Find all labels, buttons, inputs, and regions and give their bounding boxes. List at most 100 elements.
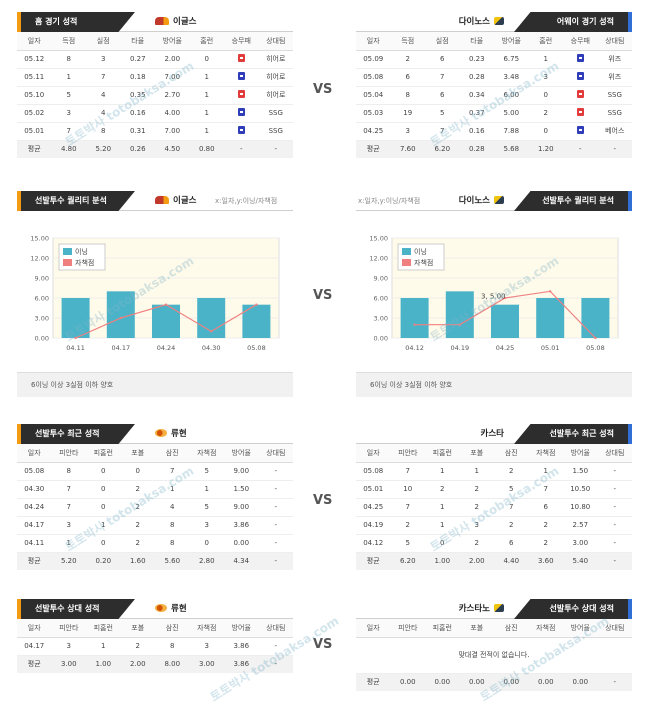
table-cell: 히어로 xyxy=(258,86,293,105)
left-pitcher-vs-panel: 선발투수 상대 성적 류현 일자 피안타 피홈런 포볼 삼진 자책점 방어율 상대팀 04.1… xyxy=(17,599,293,673)
table-cell: 4.00 xyxy=(155,104,190,123)
eagles-logo-icon xyxy=(155,17,169,25)
vs-label: VS xyxy=(313,637,333,652)
table-cell: 8 xyxy=(155,516,190,535)
column-header: 자책점 xyxy=(528,619,563,638)
table-cell: 2 xyxy=(494,516,529,535)
table-cell: 6.00 xyxy=(494,86,529,105)
table-cell: 10.50 xyxy=(563,480,598,499)
table-cell: SSG xyxy=(597,86,632,105)
chart-note: 6이닝 이상 3실점 이하 양호 xyxy=(356,373,632,397)
average-cell: 7.60 xyxy=(390,140,425,158)
table-cell: 05.08 xyxy=(356,68,391,87)
table-cell: 1 xyxy=(425,498,460,517)
panel-title: 홈 경기 성적 xyxy=(17,12,135,32)
panel-title: 선발투수 퀄리티 분석 xyxy=(17,191,135,211)
dinos-logo-icon xyxy=(494,17,504,25)
empty-message: 맞대결 전적이 없습니다. xyxy=(356,637,632,674)
table-cell: 2 xyxy=(459,480,494,499)
table-cell: 3 xyxy=(390,122,425,141)
column-header: 승무패 xyxy=(563,32,598,51)
table-row: 05.11 1 7 0.18 7.00 1 히어로 xyxy=(17,68,293,87)
y-tick-label: 12.00 xyxy=(30,255,49,263)
win-icon xyxy=(576,90,584,98)
pitcher-vs-table: 일자 피안타 피홈런 포볼 삼진 자책점 방어율 상대팀 맞대결 전적이 없습니다. 평균 0.… xyxy=(356,619,632,691)
table-cell: 1 xyxy=(425,462,460,481)
average-cell: 평균 xyxy=(17,655,52,673)
x-tick-label: 04.30 xyxy=(202,344,221,352)
panel-header: 다이노스 어웨이 경기 성적 xyxy=(356,12,632,32)
home-record-panel: 홈 경기 성적 이글스 일자 득점 실점 타율 방어율 홈런 승무패 상대팀 05.12 8 3 0… xyxy=(17,12,293,158)
average-row: 평균 7.60 6.20 0.28 5.68 1.20- - xyxy=(356,140,632,158)
away-record-panel: 다이노스 어웨이 경기 성적 일자 득점 실점 타율 방어율 홈런 승무패 상대팀 05.09… xyxy=(356,12,632,158)
bar-mark xyxy=(536,298,565,338)
panel-header: 선발투수 최근 성적 류현 xyxy=(17,424,293,444)
column-header: 포볼 xyxy=(120,444,155,463)
panel-header: 선발투수 상대 성적 류현 xyxy=(17,599,293,619)
column-header: 득점 xyxy=(390,32,425,51)
panel-title: 선발투수 최근 성적 xyxy=(17,424,135,444)
dinos-logo-icon xyxy=(494,196,504,204)
left-pitcher-recent-panel: 선발투수 최근 성적 류현 일자 피안타 피홈런 포볼 삼진 자책점 방어율 상대팀 05.0… xyxy=(17,424,293,570)
y-tick-label: 15.00 xyxy=(30,235,49,243)
average-cell: 4.50 xyxy=(155,140,190,158)
average-cell: 평균 xyxy=(17,552,52,570)
table-cell: 1 xyxy=(528,50,563,69)
result-cell xyxy=(563,50,598,69)
average-cell: - xyxy=(563,140,598,158)
loss-icon xyxy=(576,126,584,134)
table-cell: 1 xyxy=(189,68,224,87)
column-header: 득점 xyxy=(51,32,86,51)
table-cell: 8 xyxy=(390,86,425,105)
average-cell: 6.20 xyxy=(425,140,460,158)
result-cell xyxy=(563,68,598,87)
table-cell: 2 xyxy=(459,498,494,517)
table-cell: 2 xyxy=(528,516,563,535)
loss-icon xyxy=(237,126,245,134)
average-cell: 5.20 xyxy=(51,552,86,570)
column-header: 타율 xyxy=(120,32,155,51)
panel-title: 선발투수 상대 성적 xyxy=(17,599,135,619)
average-cell: 6.20 xyxy=(390,552,425,570)
tooltip-label: 3, 5.00 xyxy=(481,293,506,301)
average-row: 평균 4.80 5.20 0.26 4.50 0.80- - xyxy=(17,140,293,158)
dinos-logo-icon xyxy=(494,604,504,612)
table-cell: 0 xyxy=(86,462,121,481)
table-cell: 0 xyxy=(528,122,563,141)
away-record-table: 일자 득점 실점 타율 방어율 홈런 승무패 상대팀 05.09 2 6 0.23 6.75 1 위즈 05… xyxy=(356,32,632,158)
bar-mark xyxy=(400,298,429,338)
table-cell: 0.31 xyxy=(120,122,155,141)
table-cell: 6 xyxy=(425,50,460,69)
table-cell: 8 xyxy=(155,637,190,656)
x-tick-label: 04.25 xyxy=(496,344,515,352)
line-point xyxy=(594,336,597,340)
average-cell: 3.00 xyxy=(189,655,224,673)
column-header: 실점 xyxy=(425,32,460,51)
table-cell: 04.11 xyxy=(17,534,52,553)
y-tick-label: 6.00 xyxy=(374,295,388,303)
right-pitcher-vs-panel: 카스타노 선발투수 상대 성적 일자 피안타 피홈런 포볼 삼진 자책점 방어율 상대팀 맞대… xyxy=(356,599,632,691)
table-cell: 05.01 xyxy=(17,122,52,141)
table-cell: 0 xyxy=(86,498,121,517)
y-tick-label: 3.00 xyxy=(35,315,49,323)
average-cell: 3.00 xyxy=(51,655,86,673)
table-cell: - xyxy=(597,498,632,517)
x-tick-label: 04.12 xyxy=(405,344,424,352)
table-row: 05.08 8 0 0 7 5 9.00- xyxy=(17,462,293,481)
legend-bar-swatch xyxy=(402,248,411,255)
table-cell: 1 xyxy=(86,637,121,656)
result-cell xyxy=(563,122,598,141)
table-cell: 3.00 xyxy=(563,534,598,553)
column-header: 피안타 xyxy=(390,619,425,638)
table-row: 05.10 5 4 0.35 2.70 1 히어로 xyxy=(17,86,293,105)
table-cell: - xyxy=(258,480,293,499)
table-cell: - xyxy=(597,534,632,553)
table-cell: 8 xyxy=(86,122,121,141)
table-cell: 0.34 xyxy=(459,86,494,105)
column-header: 일자 xyxy=(356,32,391,51)
line-point xyxy=(503,296,507,300)
table-cell: 04.17 xyxy=(17,637,52,656)
table-cell: 3.86 xyxy=(224,516,259,535)
